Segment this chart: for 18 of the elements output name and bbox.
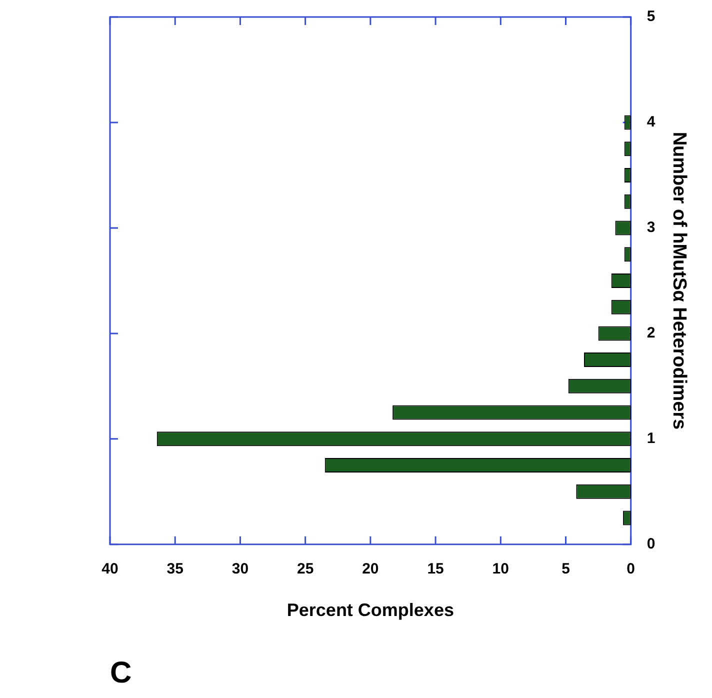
y-tick-label: 2 bbox=[646, 324, 656, 342]
x-tick-label: 0 bbox=[626, 560, 636, 578]
x-tick-label: 10 bbox=[492, 560, 509, 578]
x-tick-label: 30 bbox=[232, 560, 249, 578]
y-tick-label: 3 bbox=[646, 219, 656, 236]
x-tick-label: 40 bbox=[102, 560, 118, 578]
y-tick-label: 5 bbox=[646, 8, 656, 26]
x-tick-label: 35 bbox=[166, 560, 184, 578]
y-tick-label: 4 bbox=[646, 114, 656, 131]
y-tick-label: 0 bbox=[646, 536, 656, 553]
y-tick-label: 1 bbox=[646, 430, 656, 448]
y-axis-title: Number of hMutSα Heterodimers bbox=[668, 132, 690, 430]
text: C bbox=[110, 656, 132, 690]
x-axis-title: Percent Complexes bbox=[286, 600, 454, 620]
x-tick-label: 15 bbox=[427, 560, 444, 578]
x-tick-label: 20 bbox=[362, 560, 379, 578]
x-tick-label: 5 bbox=[562, 560, 570, 578]
x-tick-label: 25 bbox=[296, 560, 314, 578]
